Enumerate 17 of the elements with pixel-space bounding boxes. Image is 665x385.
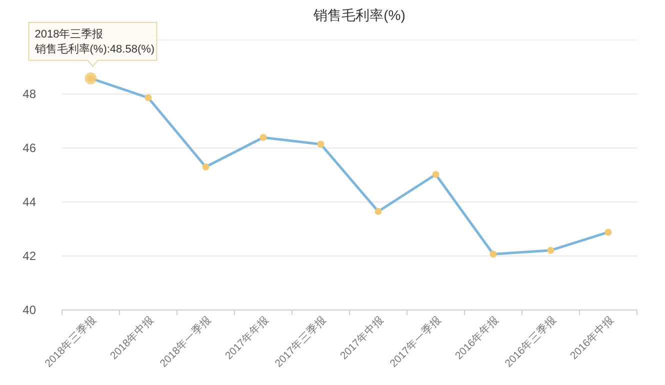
annotation: 销售毛利率(%):48.58(%) xyxy=(34,42,155,56)
point xyxy=(490,250,497,258)
point xyxy=(374,208,382,215)
point xyxy=(317,140,324,148)
annotation: 2018年三季报 xyxy=(34,27,104,40)
y-tick-label: 40 xyxy=(22,303,36,317)
y-tick-label: 42 xyxy=(22,249,36,263)
point xyxy=(432,170,440,178)
point xyxy=(202,163,210,170)
y-tick-label: 44 xyxy=(22,195,36,209)
point xyxy=(604,228,612,236)
y-tick-label: 48 xyxy=(22,87,36,101)
point xyxy=(547,246,554,254)
chart-title: 销售毛利率(%) xyxy=(312,7,406,23)
y-tick-label: 46 xyxy=(22,141,36,155)
point xyxy=(144,94,152,102)
point xyxy=(260,134,267,141)
